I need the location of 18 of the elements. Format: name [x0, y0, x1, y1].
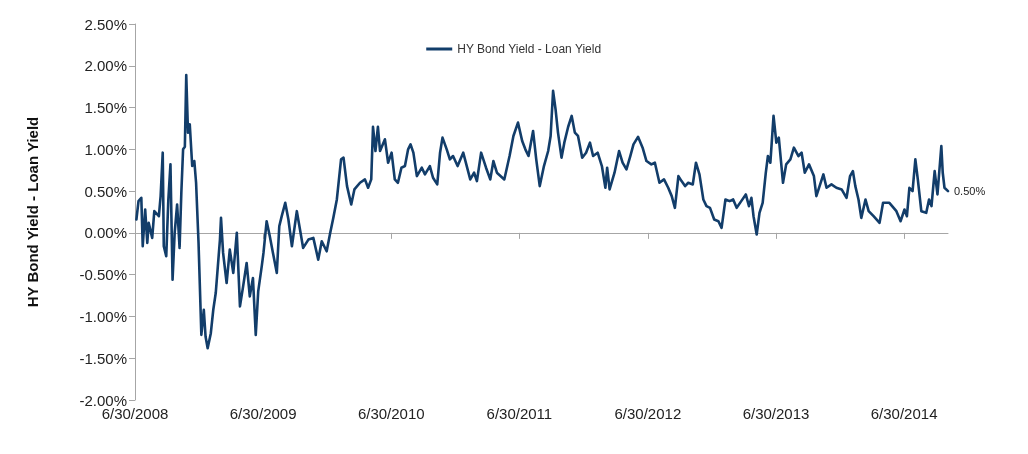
y-tick-label: 1.00%: [84, 140, 127, 158]
x-tick-label: 6/30/2009: [229, 405, 297, 422]
x-tick-label: 6/30/2012: [614, 405, 682, 422]
legend-label: HY Bond Yield - Loan Yield: [457, 42, 602, 56]
y-tick-label: 2.00%: [84, 57, 127, 75]
x-tick-label: 6/30/2011: [486, 405, 553, 422]
y-tick-label: 1.50%: [84, 99, 127, 117]
x-tick-label: 6/30/2014: [870, 405, 938, 422]
y-tick-label: -1.00%: [79, 307, 127, 325]
x-tick-label: 6/30/2013: [742, 405, 810, 422]
annotation: 0.50%: [954, 185, 986, 198]
y-tick-label: -1.50%: [79, 349, 127, 367]
y-tick-label: 2.50%: [84, 15, 127, 33]
y-tick-label: -0.50%: [79, 266, 127, 284]
y-axis-title: HY Bond Yield - Loan Yield: [24, 116, 41, 308]
x-tick-label: 6/30/2010: [357, 405, 425, 422]
y-tick-label: 0.50%: [84, 182, 127, 200]
y-tick-label: 0.00%: [84, 224, 127, 242]
